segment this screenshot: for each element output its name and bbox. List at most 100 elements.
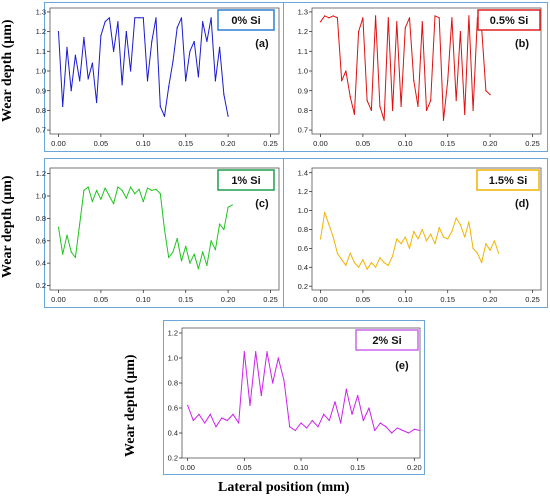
y-tick-label-d-2: 0.6 (298, 244, 308, 253)
data-point-a-38 (219, 46, 221, 48)
data-point-b-3 (332, 15, 334, 17)
data-point-b-5 (341, 80, 343, 82)
data-point-d-36 (472, 247, 474, 249)
y-tick-label-a-4: 1.1 (36, 47, 46, 56)
x-tick-label-c-3: 0.15 (178, 295, 193, 304)
x-tick-label-b-5: 0.25 (525, 139, 540, 148)
data-point-d-18 (396, 238, 398, 240)
data-point-d-35 (468, 221, 470, 223)
chart-panel-d: 0.00 0.05 0.10 0.15 0.20 0.25 0.2 0.4 0.6 0.8 1.0 1… (298, 167, 542, 304)
data-point-d-20 (404, 236, 406, 238)
data-point-b-40 (489, 94, 491, 96)
data-point-a-4 (74, 54, 77, 56)
data-point-a-5 (79, 80, 81, 82)
panel-label-b: (b) (515, 38, 529, 50)
data-point-d-39 (485, 243, 487, 245)
data-point-d-32 (455, 217, 457, 219)
data-point-e-7 (226, 419, 228, 422)
data-point-c-26 (168, 256, 170, 259)
data-point-a-39 (223, 94, 225, 96)
data-point-e-12 (255, 351, 257, 353)
x-tick-label-b-0: 0.00 (313, 139, 328, 148)
data-point-d-1 (324, 211, 326, 214)
data-point-b-29 (442, 119, 445, 121)
chart-panel-e: 0.00 0.05 0.10 0.15 0.20 0.2 0.4 0.6 0.8 1.0 1.2 2%… (168, 327, 422, 472)
data-point-b-23 (417, 105, 419, 108)
data-point-e-14 (266, 351, 268, 353)
panel-label-c: (c) (255, 198, 269, 210)
data-point-a-11 (104, 21, 106, 23)
data-point-b-0 (319, 21, 322, 23)
data-point-a-19 (138, 17, 140, 19)
data-point-c-12 (108, 195, 110, 197)
data-point-b-25 (425, 109, 428, 111)
y-tick-label-e-4: 1.0 (168, 354, 178, 363)
data-point-e-26 (334, 401, 336, 403)
data-point-c-16 (125, 197, 127, 199)
y-tick-label-c-3: 0.8 (36, 214, 46, 223)
data-point-a-7 (87, 78, 89, 80)
data-point-a-28 (176, 27, 178, 29)
data-point-a-22 (151, 40, 153, 43)
data-point-b-32 (455, 99, 457, 102)
data-point-d-5 (341, 259, 343, 261)
data-point-e-9 (238, 422, 240, 424)
panel-b-frame (283, 2, 548, 152)
panel-label-d: (d) (515, 198, 529, 210)
data-point-c-8 (91, 200, 94, 203)
x-tick-label-d-2: 0.10 (398, 295, 413, 304)
chart-panel-c: 0.00 0.05 0.10 0.15 0.20 0.25 0.2 0.4 0.6 0.8 1.0 1… (36, 167, 280, 304)
y-tick-label-e-2: 0.6 (168, 404, 178, 413)
y-tick-label-e-5: 1.2 (168, 329, 178, 338)
data-point-d-29 (442, 236, 445, 238)
panel-d-frame (283, 158, 548, 308)
data-point-c-21 (146, 187, 149, 189)
data-point-e-38 (402, 429, 404, 432)
y-tick-label-b-1: 0.8 (298, 106, 308, 115)
legend-label-a: 0% Si (231, 15, 260, 27)
panel-label-e: (e) (395, 360, 409, 372)
legend-box-a (217, 9, 275, 31)
data-point-c-13 (113, 203, 115, 205)
data-point-d-7 (349, 252, 351, 254)
data-point-a-9 (96, 101, 98, 104)
data-point-a-40 (227, 115, 229, 117)
data-point-c-5 (79, 223, 81, 225)
data-point-d-37 (476, 252, 478, 254)
data-point-c-40 (227, 206, 229, 208)
data-point-c-24 (159, 193, 161, 195)
data-point-a-36 (210, 17, 212, 19)
data-point-d-2 (328, 224, 330, 226)
data-point-a-16 (125, 31, 127, 33)
data-point-d-13 (375, 266, 377, 268)
x-axis-label: Lateral position (mm) (218, 480, 350, 495)
data-point-e-33 (374, 429, 376, 432)
x-tick-label-e-4: 0.20 (407, 463, 422, 472)
data-point-e-36 (391, 432, 393, 434)
data-point-d-6 (345, 264, 347, 267)
x-tick-label-c-4: 0.20 (221, 295, 236, 304)
data-point-a-34 (202, 21, 204, 23)
y-tick-label-e-0: 0.2 (168, 454, 178, 463)
data-point-a-32 (193, 40, 195, 43)
data-point-e-6 (221, 417, 223, 419)
data-point-c-20 (142, 200, 144, 203)
data-point-a-6 (83, 36, 85, 39)
data-point-c-4 (74, 256, 77, 259)
x-tick-label-b-2: 0.10 (398, 139, 413, 148)
data-point-c-19 (138, 188, 140, 190)
x-tick-label-b-3: 0.15 (440, 139, 455, 148)
data-point-d-10 (362, 259, 364, 261)
data-point-a-25 (163, 115, 166, 117)
x-tick-label-d-5: 0.25 (525, 295, 540, 304)
x-tick-label-a-5: 0.25 (263, 139, 278, 148)
data-point-b-6 (345, 70, 347, 72)
data-point-b-39 (485, 90, 487, 92)
data-point-a-26 (168, 86, 170, 88)
x-tick-label-a-1: 0.05 (94, 139, 109, 148)
data-point-e-41 (419, 429, 421, 432)
data-point-c-1 (62, 253, 64, 255)
legend-label-c: 1% Si (231, 175, 260, 187)
data-point-c-30 (185, 245, 187, 247)
data-point-e-19 (294, 429, 296, 432)
